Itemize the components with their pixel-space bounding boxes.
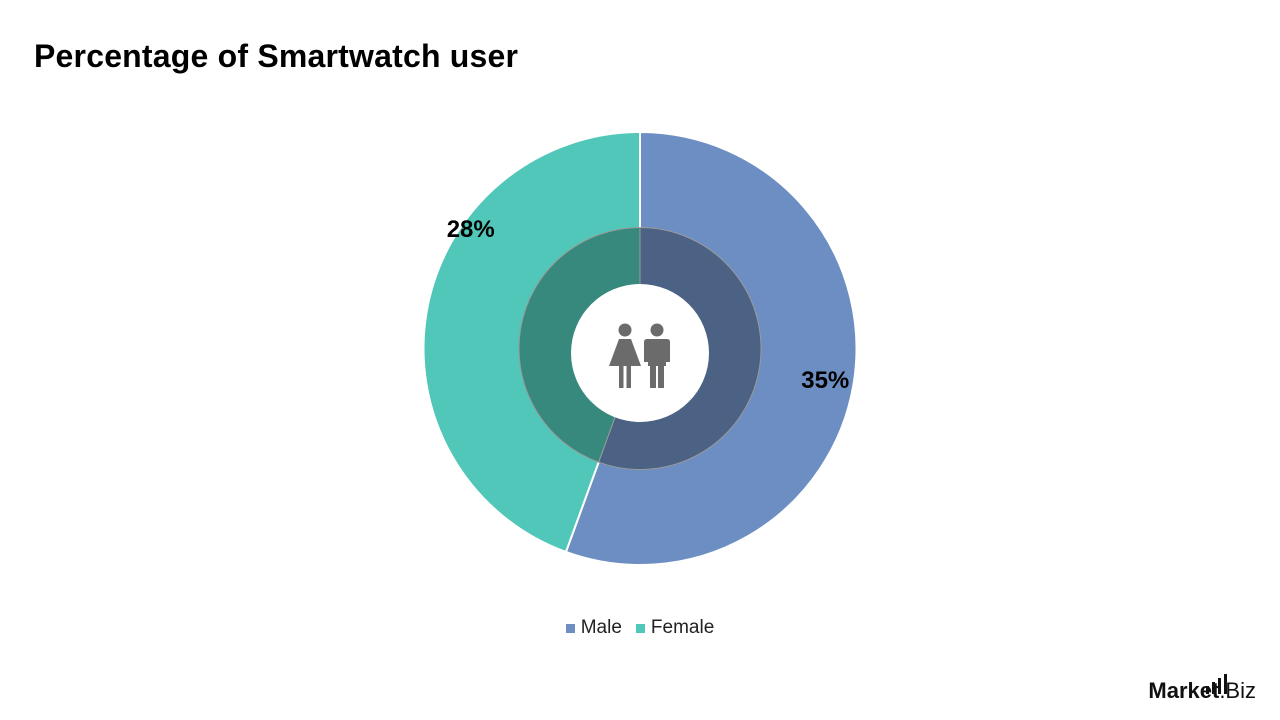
data-labels: 35% 28% [447,216,850,394]
chart-title: Percentage of Smartwatch user [34,38,519,74]
legend-label-male: Male [580,617,622,638]
legend-label-female: Female [650,617,715,638]
female-male-people-icon [609,323,670,388]
legend: Male Female [0,617,1280,639]
legend-item-male: Male [565,617,622,639]
legend-item-female: Female [635,617,715,639]
data-label-male: 35% [801,367,849,394]
data-label-female: 28% [447,216,495,243]
legend-swatch-female [635,623,645,633]
brand-logo: Market .Biz [1148,674,1256,704]
legend-swatch-male [565,623,575,633]
bar-chart-logo-icon [1206,674,1228,694]
donut-hole [571,284,709,422]
